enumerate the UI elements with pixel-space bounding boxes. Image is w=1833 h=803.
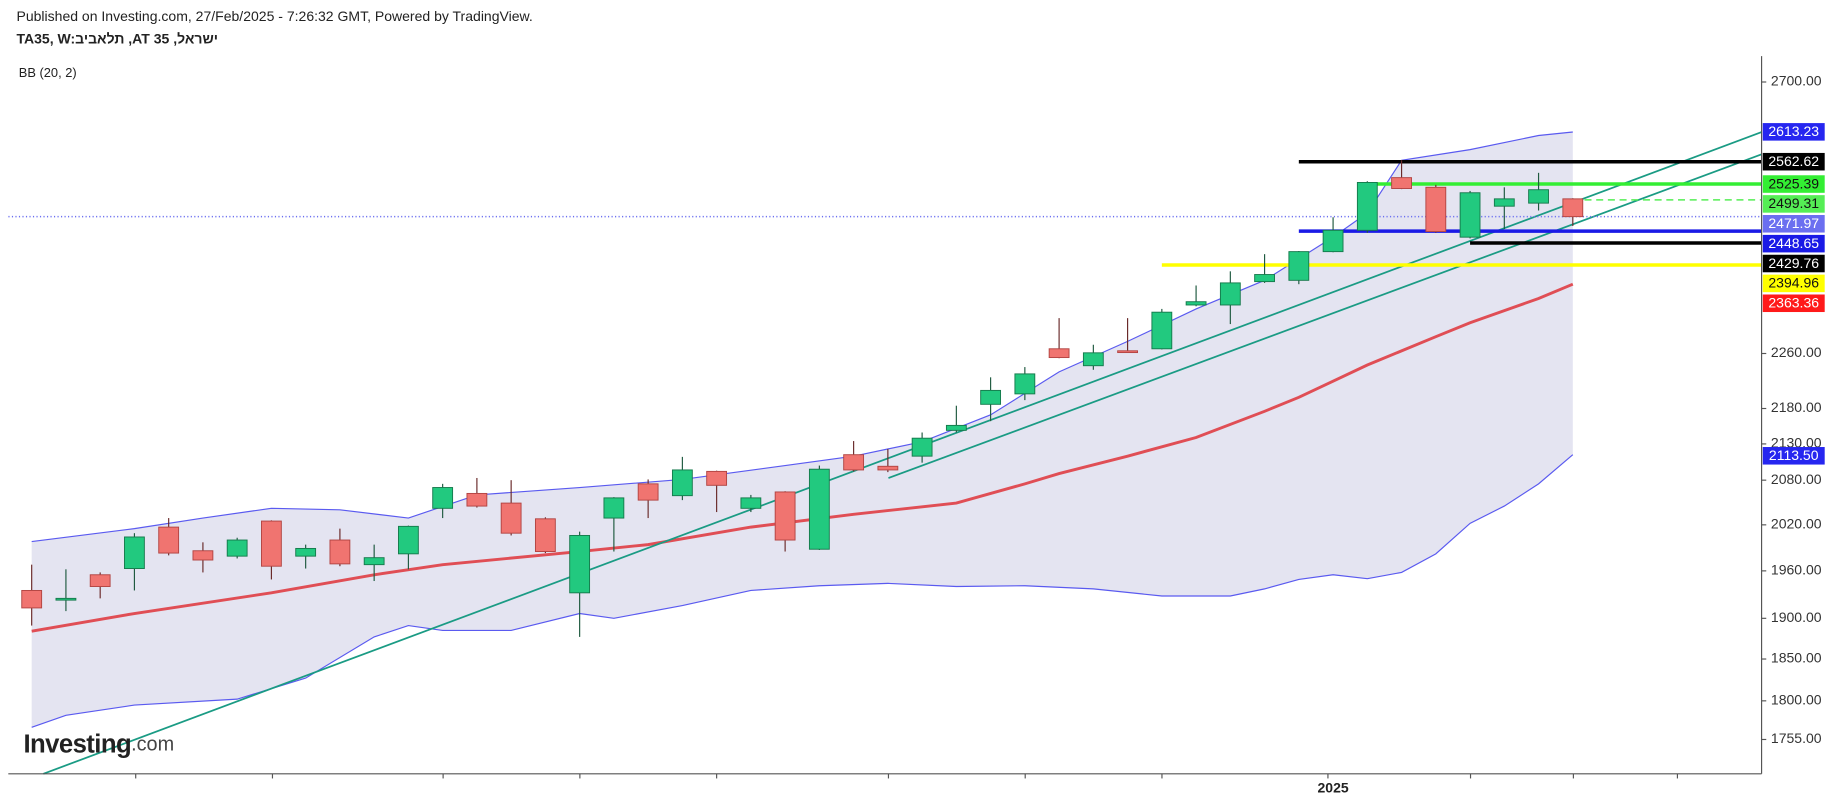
- price-label-box: [1762, 294, 1825, 313]
- candle-body: [569, 534, 591, 594]
- candle-body: [192, 550, 214, 561]
- candle-body: [1117, 350, 1138, 354]
- price-label: 2429.76: [1768, 255, 1819, 271]
- logo-suffix: .com: [131, 734, 174, 756]
- candle-body: [1425, 186, 1447, 233]
- price-label-box: [1762, 274, 1825, 293]
- candle-body: [843, 454, 865, 471]
- y-tick-label: 1850.00: [1771, 650, 1822, 666]
- plot-area: [8, 131, 1762, 775]
- price-label-box: [1762, 152, 1825, 171]
- candle-body: [1562, 198, 1584, 218]
- y-tick-label: 2260.00: [1771, 344, 1822, 360]
- price-label: 2613.23: [1768, 123, 1819, 139]
- candle-body: [980, 389, 1002, 405]
- price-label: 2525.39: [1768, 175, 1819, 191]
- y-tick-label: 2130.00: [1771, 435, 1822, 451]
- candle-body: [329, 539, 351, 565]
- y-tick-label: 1755.00: [1771, 730, 1822, 746]
- candle-body: [466, 492, 488, 507]
- logo-main: Investing: [23, 731, 131, 759]
- price-label-box: [1762, 175, 1825, 193]
- candle-body: [740, 497, 762, 509]
- price-label-box: [1762, 234, 1825, 253]
- candle-body: [877, 465, 899, 471]
- candle-body: [261, 520, 282, 567]
- y-tick-label: 1960.00: [1771, 562, 1822, 578]
- y-tick-label: 2700.00: [1771, 73, 1822, 89]
- trend-line: [888, 153, 1762, 479]
- candle-body: [500, 502, 522, 534]
- price-label: 2394.96: [1768, 275, 1819, 291]
- logo: Investing.com: [23, 731, 174, 759]
- candle-body: [1391, 177, 1412, 189]
- candle-body: [774, 491, 796, 541]
- price-label-box: [1762, 195, 1825, 213]
- candle-body: [295, 547, 317, 557]
- price-label: 2113.50: [1769, 447, 1819, 463]
- band-fill: [31, 131, 1573, 728]
- candle-body: [89, 574, 111, 587]
- candle-body: [706, 470, 728, 486]
- x-ticks: [135, 773, 1679, 779]
- candle-body: [1185, 301, 1207, 306]
- moving-average: [31, 282, 1574, 633]
- price-label-box: [1762, 447, 1825, 465]
- candle-body: [1219, 282, 1241, 306]
- price-label: 2448.65: [1768, 235, 1819, 251]
- candle-body: [1288, 251, 1310, 281]
- chart-title: TA35, W:ביבאלת ,AT 35 ,לארשי: [16, 30, 217, 46]
- price-label-box: [1762, 254, 1825, 273]
- y-tick-label: 1800.00: [1771, 692, 1822, 708]
- trend-line: [43, 131, 1762, 775]
- price-label-box: [1762, 215, 1825, 233]
- y-tick-label: 2020.00: [1771, 516, 1822, 532]
- candle-body: [158, 526, 180, 554]
- candle-body: [1493, 198, 1515, 207]
- candle-body: [1082, 352, 1104, 367]
- candle-body: [808, 468, 830, 550]
- price-label: 2363.36: [1768, 295, 1819, 311]
- candle-body: [911, 437, 933, 457]
- candle-body: [1014, 373, 1036, 395]
- candle-body: [21, 589, 43, 609]
- price-label-box: [1762, 123, 1825, 141]
- price-label: 2499.31: [1768, 195, 1819, 211]
- candle-body: [603, 497, 625, 519]
- price-label: 2562.62: [1768, 153, 1819, 169]
- candle-body: [432, 487, 454, 509]
- y-tick-label: 2180.00: [1771, 399, 1822, 415]
- candle-body: [1459, 192, 1481, 238]
- price-label: 2471.97: [1768, 215, 1819, 231]
- publish-note: Published on Investing.com, 27/Feb/2025 …: [16, 8, 532, 24]
- band-line: [31, 454, 1574, 728]
- candle-body: [1356, 181, 1378, 231]
- candle-body: [1322, 229, 1344, 253]
- candle-body: [1048, 348, 1070, 359]
- candle-body: [534, 518, 556, 552]
- y-tick-label: 2080.00: [1771, 471, 1822, 487]
- indicator-label: BB (20, 2): [19, 65, 77, 80]
- candle-body: [226, 539, 248, 557]
- candle-body: [55, 597, 77, 601]
- candle-body: [637, 483, 659, 501]
- candle-body: [397, 525, 419, 555]
- candle-body: [1254, 274, 1275, 283]
- candle-body: [1151, 311, 1173, 350]
- candle-body: [945, 424, 967, 431]
- x-tick-label: 2025: [1317, 780, 1348, 796]
- candle-body: [363, 557, 385, 566]
- candle-body: [671, 469, 693, 497]
- y-tick-label: 1900.00: [1771, 609, 1822, 625]
- candle-body: [1528, 189, 1549, 204]
- candle-body: [124, 536, 145, 570]
